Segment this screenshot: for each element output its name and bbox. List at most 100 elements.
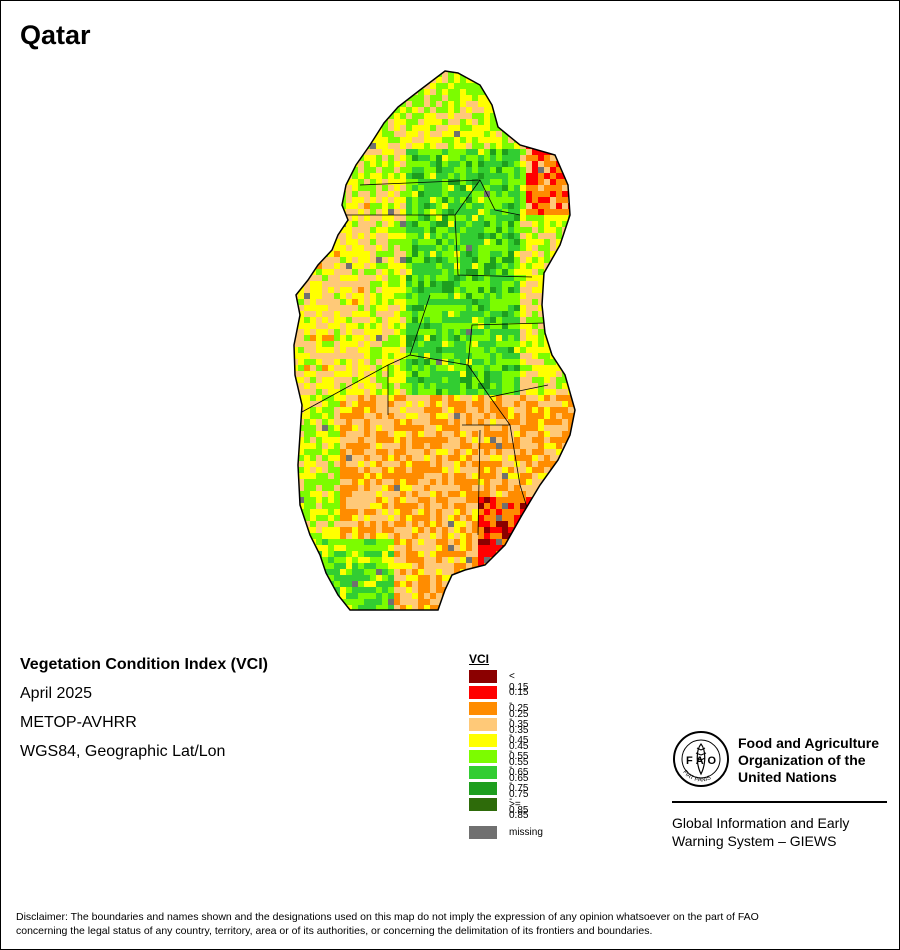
vci-cell	[382, 263, 388, 269]
vci-cell	[436, 353, 442, 359]
vci-cell	[526, 479, 532, 485]
vci-cell	[502, 461, 508, 467]
vci-cell	[382, 77, 388, 83]
vci-cell	[556, 209, 562, 215]
vci-cell	[466, 263, 472, 269]
vci-cell	[454, 401, 460, 407]
vci-cell	[484, 149, 490, 155]
vci-cell	[298, 485, 304, 491]
vci-cell	[328, 563, 334, 569]
vci-cell	[490, 281, 496, 287]
vci-cell	[544, 431, 550, 437]
vci-cell	[436, 383, 442, 389]
vci-cell	[496, 449, 502, 455]
vci-cell	[484, 137, 490, 143]
vci-cell	[334, 383, 340, 389]
vci-cell	[442, 419, 448, 425]
vci-cell	[478, 107, 484, 113]
vci-cell	[388, 221, 394, 227]
vci-cell	[352, 317, 358, 323]
vci-cell	[442, 191, 448, 197]
vci-cell	[562, 569, 568, 575]
vci-cell	[304, 293, 310, 299]
vci-cell	[508, 317, 514, 323]
vci-cell	[358, 353, 364, 359]
vci-cell	[358, 335, 364, 341]
vci-cell	[352, 359, 358, 365]
vci-cell	[478, 425, 484, 431]
vci-cell	[556, 563, 562, 569]
vci-cell	[478, 419, 484, 425]
vci-cell	[568, 557, 574, 563]
vci-cell	[298, 491, 304, 497]
vci-cell	[574, 227, 575, 233]
vci-cell	[364, 269, 370, 275]
vci-cell	[520, 245, 526, 251]
vci-cell	[496, 299, 502, 305]
vci-cell	[490, 89, 496, 95]
vci-cell	[394, 233, 400, 239]
vci-cell	[400, 131, 406, 137]
vci-cell	[454, 485, 460, 491]
legend-label: >= 0.85	[509, 799, 529, 821]
vci-cell	[412, 545, 418, 551]
vci-cell	[328, 161, 334, 167]
vci-cell	[400, 527, 406, 533]
projection-label: WGS84, Geographic Lat/Lon	[20, 743, 226, 760]
vci-cell	[448, 179, 454, 185]
vci-cell	[532, 209, 538, 215]
vci-cell	[490, 257, 496, 263]
vci-cell	[550, 245, 556, 251]
vci-cell	[316, 437, 322, 443]
vci-cell	[568, 149, 574, 155]
vci-cell	[460, 341, 466, 347]
vci-cell	[424, 155, 430, 161]
vci-cell	[562, 563, 568, 569]
vci-cell	[412, 509, 418, 515]
vci-cell	[454, 131, 460, 137]
vci-cell	[568, 521, 574, 527]
vci-cell	[532, 221, 538, 227]
vci-cell	[340, 377, 346, 383]
vci-cell	[334, 329, 340, 335]
vci-cell	[424, 335, 430, 341]
vci-cell	[430, 71, 436, 77]
vci-cell	[454, 275, 460, 281]
vci-cell	[532, 137, 538, 143]
vci-cell	[544, 203, 550, 209]
vci-cell	[460, 215, 466, 221]
vci-cell	[280, 587, 286, 593]
vci-cell	[460, 173, 466, 179]
vci-cell	[484, 485, 490, 491]
vci-cell	[412, 389, 418, 395]
vci-cell	[442, 71, 448, 77]
vci-cell	[400, 521, 406, 527]
vci-cell	[550, 239, 556, 245]
vci-cell	[286, 197, 292, 203]
legend-item: >= 0.85	[469, 798, 528, 821]
vci-cell	[430, 251, 436, 257]
vci-cell	[394, 179, 400, 185]
vci-cell	[556, 383, 562, 389]
vci-cell	[418, 269, 424, 275]
vci-cell	[364, 101, 370, 107]
vci-cell	[322, 173, 328, 179]
vci-cell	[352, 587, 358, 593]
vci-cell	[304, 71, 310, 77]
vci-cell	[394, 575, 400, 581]
vci-cell	[394, 221, 400, 227]
vci-cell	[316, 281, 322, 287]
vci-cell	[406, 521, 412, 527]
vci-cell	[310, 503, 316, 509]
vci-cell	[436, 347, 442, 353]
vci-cell	[472, 539, 478, 545]
vci-cell	[454, 197, 460, 203]
vci-cell	[400, 407, 406, 413]
vci-cell	[294, 137, 298, 143]
vci-cell	[532, 515, 538, 521]
vci-cell	[280, 581, 286, 587]
vci-cell	[406, 401, 412, 407]
vci-cell	[316, 473, 322, 479]
vci-cell	[454, 71, 460, 77]
vci-cell	[538, 401, 544, 407]
